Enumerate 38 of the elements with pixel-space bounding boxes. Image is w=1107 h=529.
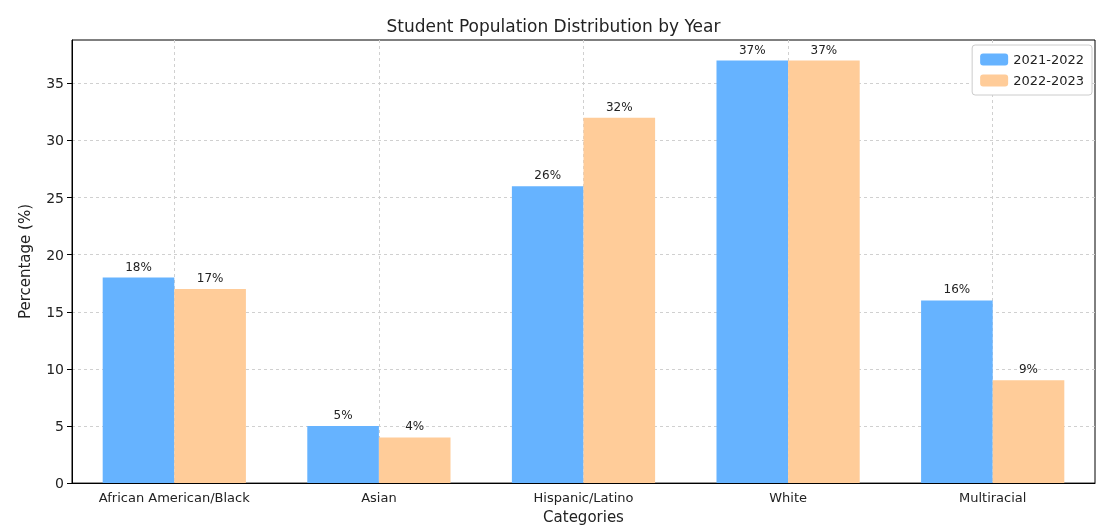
data-label: 5% (333, 408, 353, 422)
x-axis-title: Categories (543, 507, 625, 526)
data-label: 4% (405, 419, 425, 434)
bar (716, 60, 789, 484)
x-tick-label: Hispanic/Latino (533, 490, 634, 506)
y-tick-label: 10 (46, 360, 64, 377)
x-tick-label: Multiracial (958, 490, 1027, 506)
bar (992, 380, 1065, 484)
bar (921, 300, 993, 484)
legend-label: 2022-2023 (1013, 73, 1084, 88)
bar (788, 60, 860, 484)
bar (307, 426, 379, 484)
y-tick-label: 20 (46, 246, 64, 263)
bar (583, 117, 656, 484)
x-tick-label: African American/Black (98, 490, 251, 506)
data-label: 32% (605, 99, 633, 114)
data-label: 18% (125, 259, 152, 274)
data-label: 17% (196, 270, 224, 285)
data-label: 26% (534, 168, 562, 183)
y-tick-label: 30 (46, 132, 64, 149)
data-label: 9% (1018, 362, 1039, 377)
y-tick-label: 5 (55, 418, 64, 434)
bar (511, 186, 584, 484)
y-tick-label: 0 (55, 475, 64, 492)
y-tick-label: 35 (46, 75, 64, 92)
legend-label: 2021-2022 (1013, 52, 1084, 67)
chart-title: Student Population Distribution by Year (386, 15, 721, 36)
x-tick-label: Asian (361, 490, 397, 506)
data-label: 37% (738, 42, 766, 57)
bar (174, 288, 246, 484)
y-tick-label: 15 (46, 303, 64, 320)
bar (378, 437, 451, 484)
data-label: 37% (810, 42, 838, 57)
bar (102, 277, 175, 484)
data-label: 16% (943, 282, 971, 297)
y-axis-title: Percentage (%) (15, 204, 34, 320)
y-tick-label: 25 (46, 189, 64, 206)
x-tick-label: White (769, 490, 808, 506)
